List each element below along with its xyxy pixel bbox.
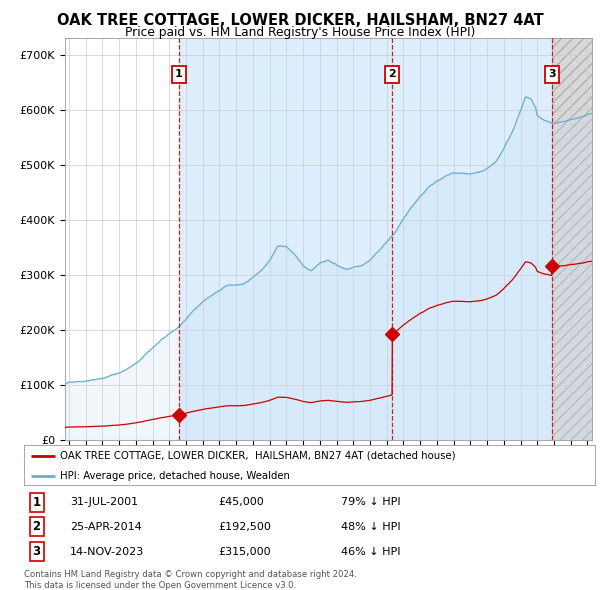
Text: 25-APR-2014: 25-APR-2014 [70, 522, 142, 532]
Bar [179, 38, 552, 440]
Text: £45,000: £45,000 [218, 497, 264, 507]
Text: 2: 2 [32, 520, 41, 533]
Text: 1: 1 [32, 496, 41, 509]
Text: OAK TREE COTTAGE, LOWER DICKER, HAILSHAM, BN27 4AT: OAK TREE COTTAGE, LOWER DICKER, HAILSHAM… [56, 13, 544, 28]
Text: 1: 1 [175, 70, 183, 80]
Text: 2: 2 [388, 70, 396, 80]
Text: This data is licensed under the Open Government Licence v3.0.: This data is licensed under the Open Gov… [24, 581, 296, 589]
Text: 48% ↓ HPI: 48% ↓ HPI [341, 522, 401, 532]
Text: Price paid vs. HM Land Registry's House Price Index (HPI): Price paid vs. HM Land Registry's House … [125, 26, 475, 39]
Bar [552, 38, 592, 440]
Text: Contains HM Land Registry data © Crown copyright and database right 2024.: Contains HM Land Registry data © Crown c… [24, 570, 357, 579]
Text: 31-JUL-2001: 31-JUL-2001 [70, 497, 138, 507]
Text: £192,500: £192,500 [218, 522, 271, 532]
Text: OAK TREE COTTAGE, LOWER DICKER,  HAILSHAM, BN27 4AT (detached house): OAK TREE COTTAGE, LOWER DICKER, HAILSHAM… [60, 451, 455, 461]
Text: 46% ↓ HPI: 46% ↓ HPI [341, 547, 401, 557]
Text: 3: 3 [32, 545, 41, 558]
Text: 3: 3 [548, 70, 556, 80]
Text: 79% ↓ HPI: 79% ↓ HPI [341, 497, 401, 507]
Text: £315,000: £315,000 [218, 547, 271, 557]
Text: 14-NOV-2023: 14-NOV-2023 [70, 547, 144, 557]
Text: HPI: Average price, detached house, Wealden: HPI: Average price, detached house, Weal… [60, 471, 290, 481]
